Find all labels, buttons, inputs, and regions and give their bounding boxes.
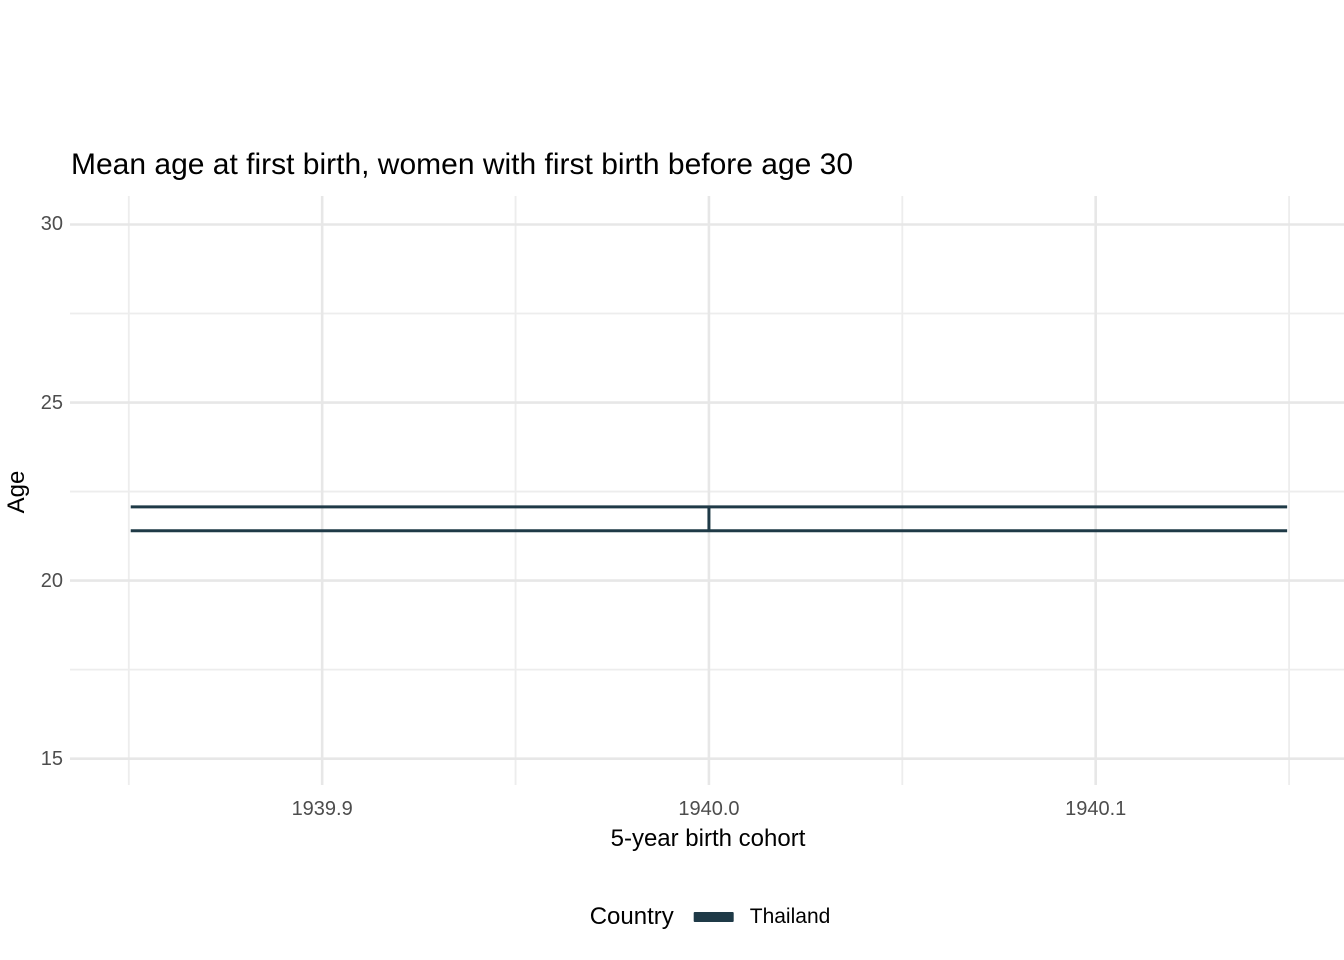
y-tick-label: 25: [40, 391, 63, 414]
legend-title: Country: [589, 903, 674, 930]
y-tick-label: 15: [40, 747, 63, 770]
y-tick-label: 30: [40, 213, 63, 236]
y-tick-label: 20: [40, 569, 63, 592]
x-tick-label: 1939.9: [291, 798, 353, 820]
x-tick-label: 1940.1: [1065, 798, 1127, 820]
x-tick-label: 1940.0: [678, 798, 740, 820]
x-axis-title: 5-year birth cohort: [610, 825, 806, 852]
chart-title: Mean age at first birth, women with firs…: [71, 148, 854, 181]
legend: Country Thailand: [590, 903, 831, 931]
legend-key-swatch: [693, 912, 734, 922]
legend-item-label: Thailand: [749, 905, 831, 928]
